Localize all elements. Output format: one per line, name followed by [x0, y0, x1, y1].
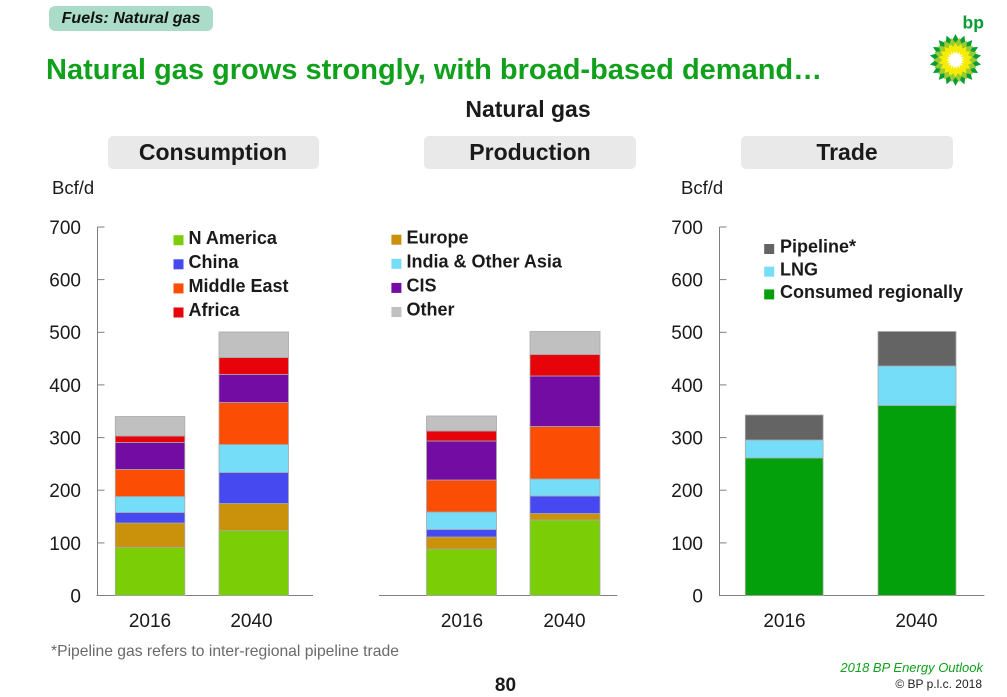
- svg-text:200: 200: [671, 481, 703, 502]
- svg-text:Africa: Africa: [189, 300, 241, 320]
- svg-text:500: 500: [49, 323, 81, 344]
- svg-text:Other: Other: [407, 300, 455, 320]
- svg-text:Consumed regionally: Consumed regionally: [780, 282, 963, 302]
- svg-text:300: 300: [671, 429, 703, 450]
- svg-text:bp: bp: [963, 12, 984, 32]
- svg-text:300: 300: [49, 429, 81, 450]
- svg-text:Middle East: Middle East: [189, 276, 289, 296]
- svg-text:600: 600: [671, 271, 703, 292]
- svg-text:Pipeline*: Pipeline*: [780, 237, 856, 257]
- svg-text:2016: 2016: [129, 611, 171, 632]
- svg-text:2040: 2040: [230, 611, 272, 632]
- svg-text:100: 100: [671, 534, 703, 555]
- svg-text:China: China: [189, 252, 240, 272]
- svg-text:600: 600: [49, 271, 81, 292]
- svg-text:2016: 2016: [763, 611, 805, 632]
- svg-text:700: 700: [49, 218, 81, 239]
- svg-text:India & Other Asia: India & Other Asia: [407, 251, 563, 271]
- svg-text:2016: 2016: [441, 611, 483, 632]
- svg-text:200: 200: [49, 481, 81, 502]
- svg-text:400: 400: [671, 376, 703, 397]
- svg-text:Europe: Europe: [407, 227, 469, 247]
- svg-text:700: 700: [671, 218, 703, 239]
- svg-text:0: 0: [692, 586, 703, 607]
- svg-text:500: 500: [671, 323, 703, 344]
- svg-text:N America: N America: [189, 228, 278, 248]
- svg-text:100: 100: [49, 534, 81, 555]
- svg-text:0: 0: [70, 586, 81, 607]
- svg-text:CIS: CIS: [407, 276, 437, 296]
- svg-text:LNG: LNG: [780, 259, 818, 279]
- svg-text:2040: 2040: [543, 611, 585, 632]
- svg-text:400: 400: [49, 376, 81, 397]
- svg-text:2040: 2040: [895, 611, 937, 632]
